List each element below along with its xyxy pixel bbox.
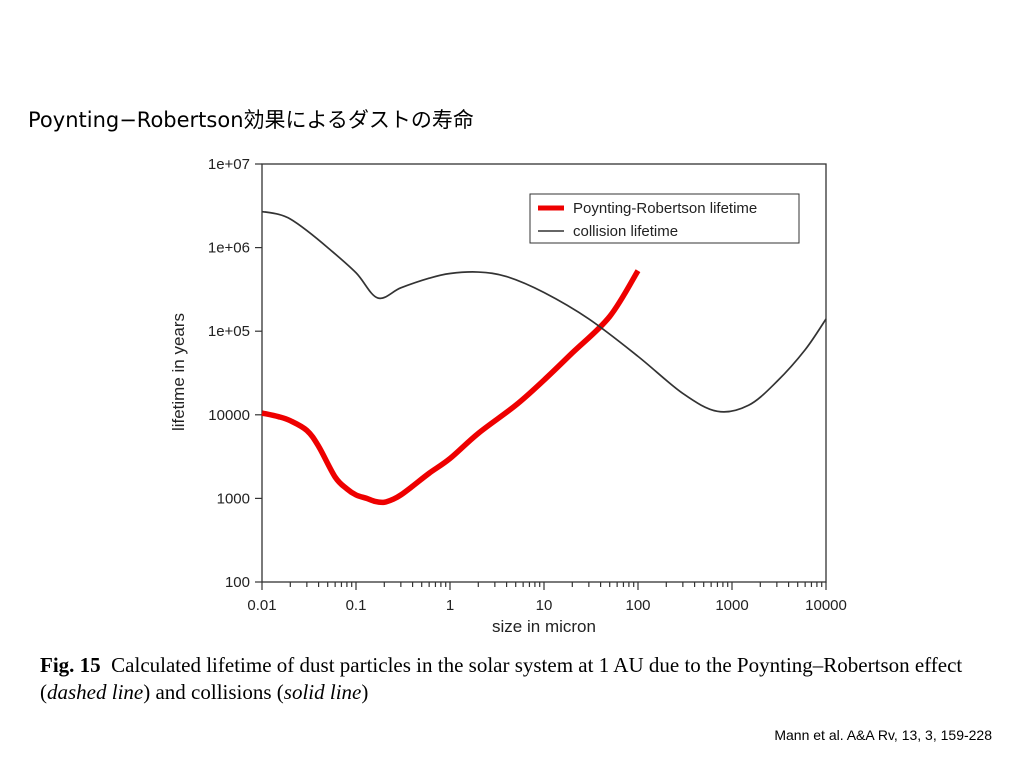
caption-dashed: dashed line [47, 680, 144, 704]
caption-solid: solid line [283, 680, 362, 704]
y-tick-label: 1e+06 [208, 240, 250, 257]
y-tick-label: 10000 [208, 407, 250, 424]
x-tick-label: 10000 [805, 597, 847, 614]
legend-label-collision: collision lifetime [573, 223, 678, 240]
caption-text-1: Calculated lifetime of dust particles in… [40, 653, 963, 704]
slide-title: Poynting−Robertson効果によるダストの寿命 [28, 108, 474, 132]
x-tick-label: 1 [446, 597, 454, 614]
x-tick-label: 0.01 [247, 597, 276, 614]
x-tick-label: 0.1 [346, 597, 367, 614]
x-tick-label: 1000 [715, 597, 748, 614]
caption-text-3: ) [361, 680, 369, 704]
axis-tick-labels: 0.01 0.1 1 10 100 1000 10000 100 1000 10000 1e+05 1… [208, 156, 847, 614]
series-line-pr [261, 269, 641, 506]
y-tick-label: 1000 [217, 490, 250, 507]
axis-ticks [255, 163, 827, 590]
legend: Poynting-Robertson lifetime collision li… [529, 193, 800, 244]
x-tick-label: 10 [536, 597, 553, 614]
figure-caption: Fig. 15 Calculated lifetime of dust part… [40, 652, 1000, 706]
series-line-collision [261, 210, 827, 413]
x-axis-label: size in micron [492, 617, 596, 636]
series-layer [261, 210, 827, 506]
legend-box [529, 193, 800, 244]
y-tick-label: 1e+05 [208, 323, 250, 340]
y-tick-label: 100 [225, 574, 250, 591]
y-axis-label: lifetime in years [169, 313, 188, 431]
x-tick-label: 100 [625, 597, 650, 614]
caption-text-2: ) and collisions ( [143, 680, 284, 704]
citation: Mann et al. A&A Rv, 13, 3, 159-228 [774, 727, 992, 743]
lifetime-chart: 0.01 0.1 1 10 100 1000 10000 100 1000 10000 1e+05 1… [169, 156, 847, 636]
y-tick-label: 1e+07 [208, 156, 250, 173]
caption-fig-label: Fig. 15 [40, 653, 101, 677]
legend-label-pr: Poynting-Robertson lifetime [573, 200, 757, 217]
